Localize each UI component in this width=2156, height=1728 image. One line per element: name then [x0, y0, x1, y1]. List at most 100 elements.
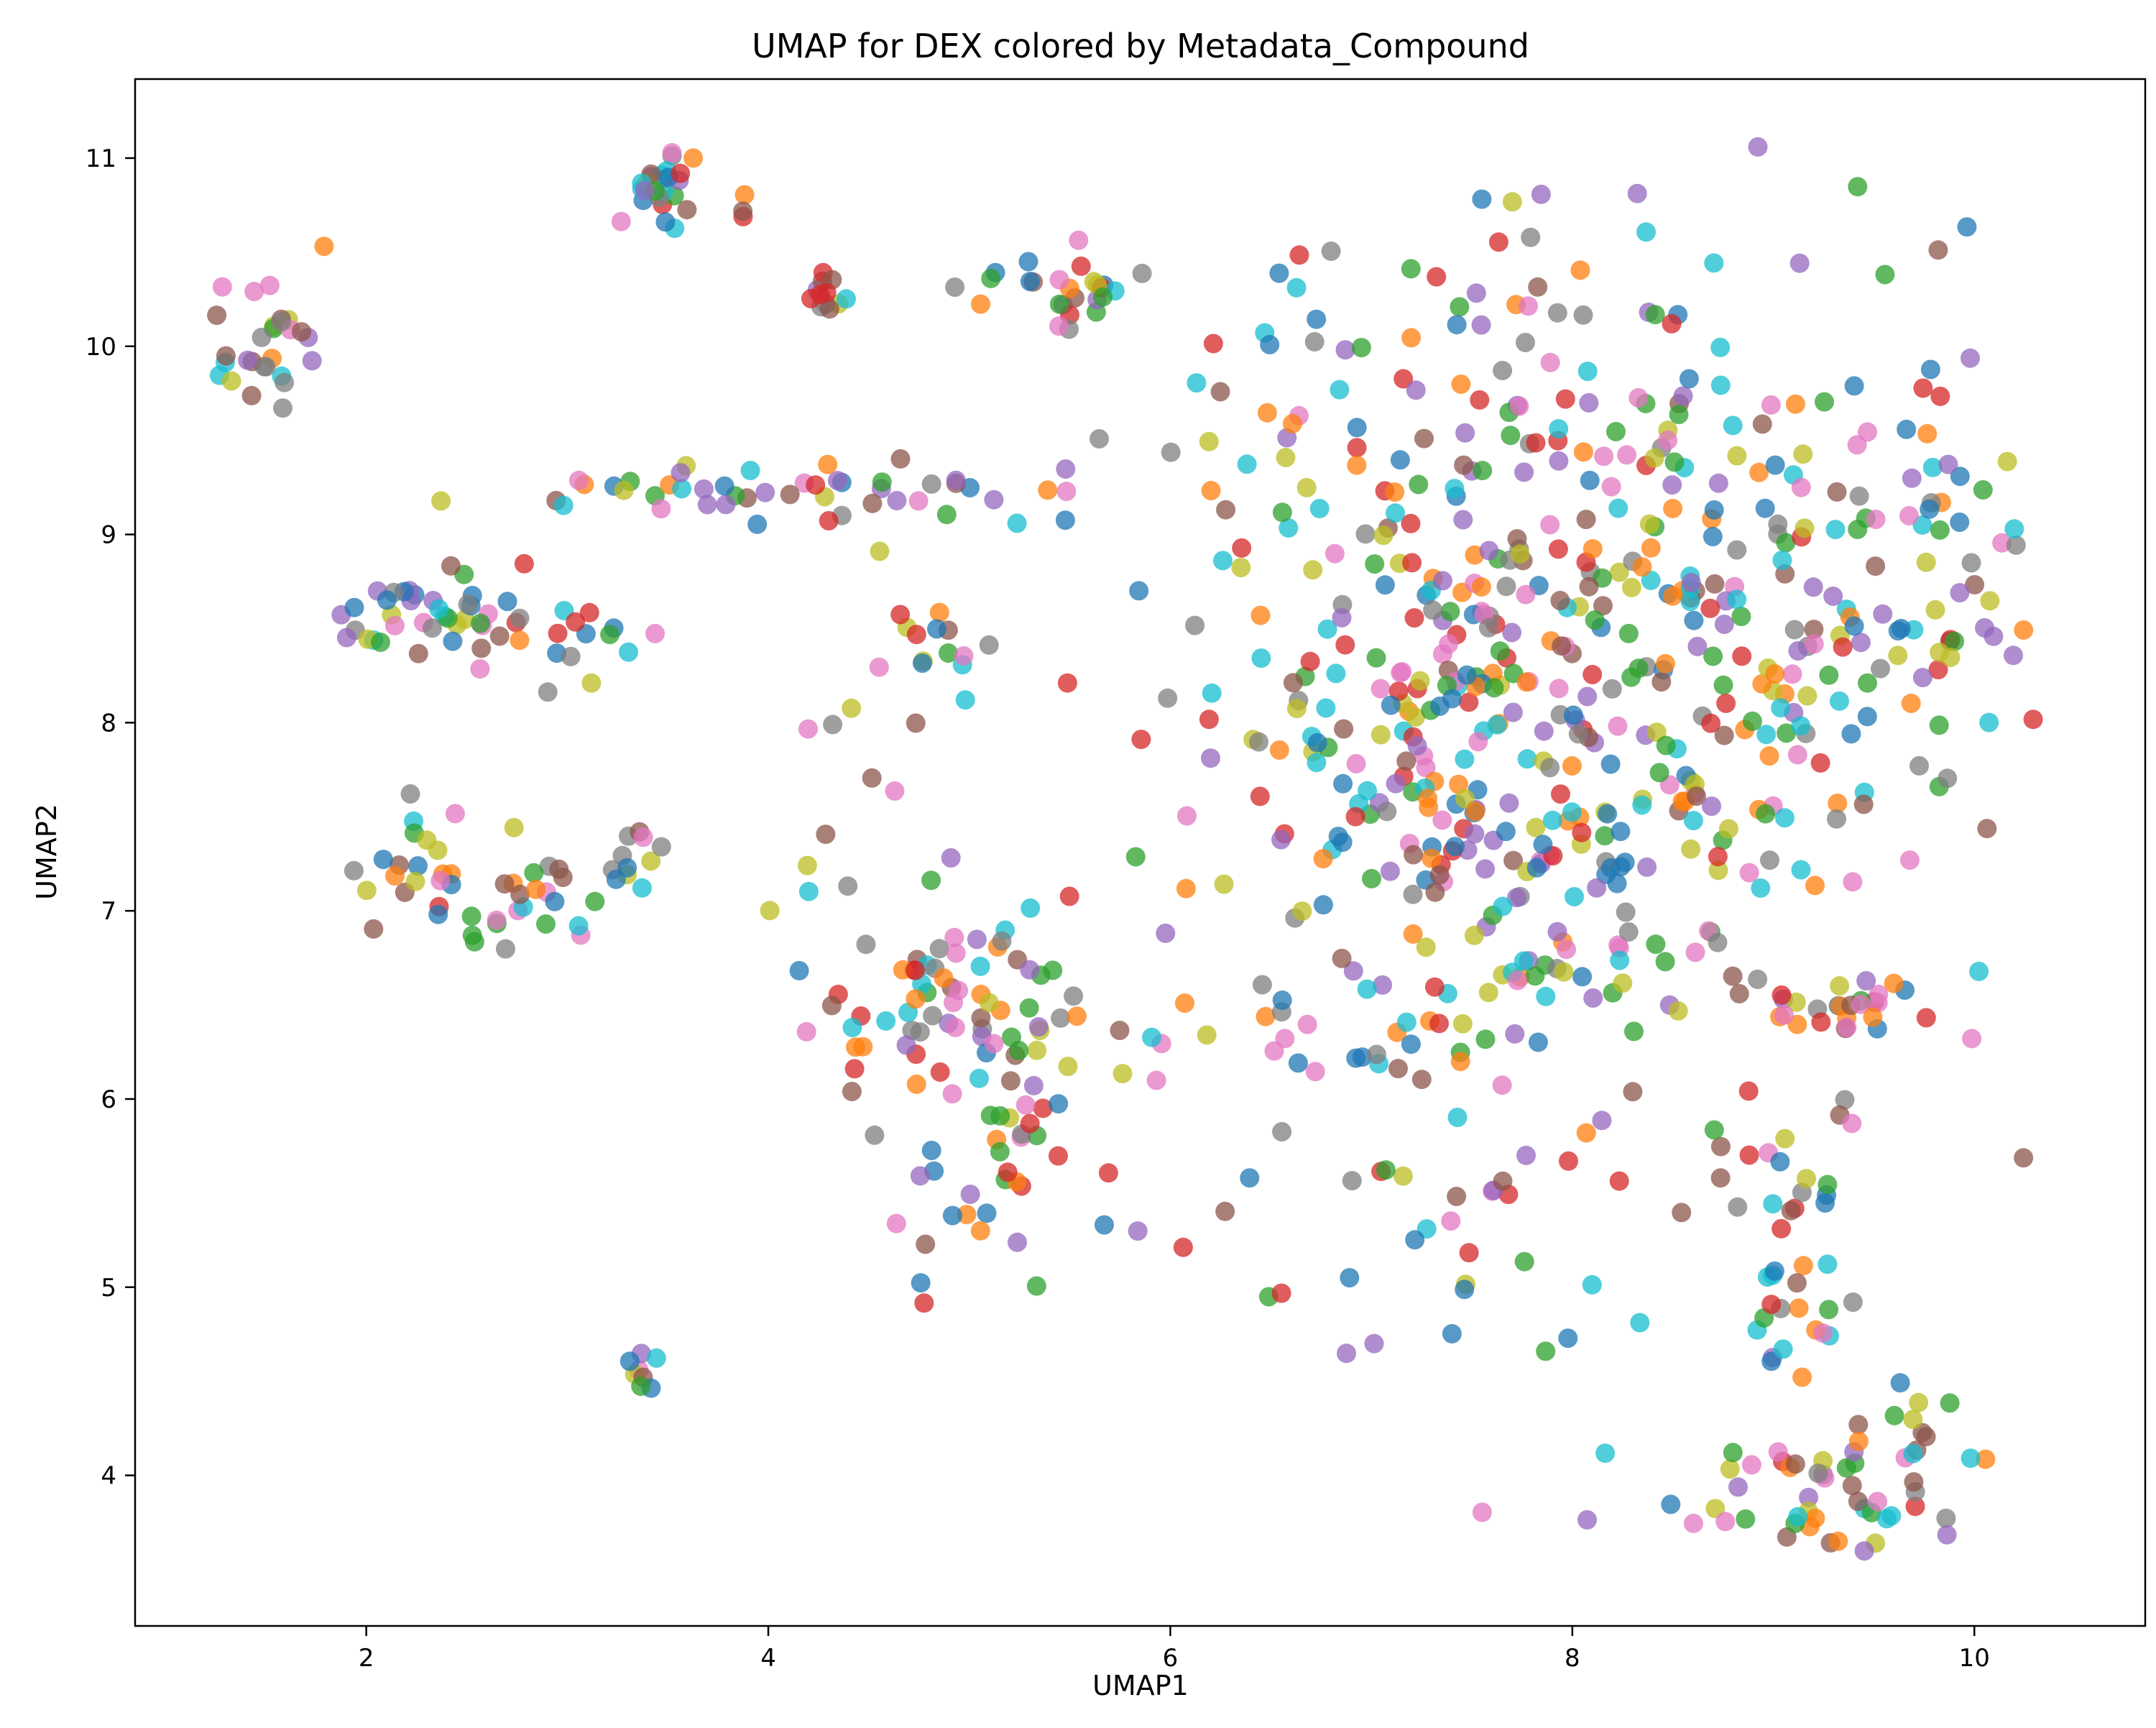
data-point — [1465, 801, 1485, 822]
data-point — [1128, 1221, 1148, 1241]
data-point — [1761, 395, 1781, 415]
data-point — [934, 968, 954, 988]
data-point — [553, 868, 573, 888]
data-point — [1526, 817, 1546, 837]
data-point — [1868, 1492, 1887, 1512]
data-point — [1760, 850, 1779, 870]
data-point — [1447, 315, 1467, 335]
data-point — [581, 673, 602, 693]
data-point — [1472, 1502, 1492, 1522]
data-point — [1260, 335, 1280, 354]
data-point — [1916, 1427, 1936, 1447]
data-point — [1335, 635, 1355, 655]
data-point — [1406, 380, 1426, 400]
data-point — [1516, 672, 1537, 692]
data-point — [921, 1141, 941, 1160]
data-point — [1351, 338, 1371, 358]
data-point — [671, 163, 691, 183]
data-point — [890, 449, 911, 469]
data-point — [1276, 448, 1296, 467]
data-point — [1572, 822, 1592, 842]
data-point — [946, 470, 966, 490]
data-point — [1833, 637, 1853, 657]
data-point — [1406, 707, 1425, 727]
data-point — [896, 1035, 916, 1055]
data-point — [1199, 431, 1219, 451]
data-point — [1916, 552, 1936, 572]
data-point — [1484, 678, 1504, 698]
data-point — [1884, 973, 1904, 993]
data-point — [1570, 260, 1590, 280]
data-point — [1375, 575, 1395, 595]
data-point — [1977, 819, 1997, 839]
data-point — [1526, 433, 1546, 453]
data-point — [1366, 648, 1386, 668]
data-point — [1795, 518, 1815, 538]
data-point — [1402, 553, 1422, 573]
data-point — [1098, 1163, 1118, 1183]
data-point — [1610, 950, 1630, 970]
data-point — [1973, 480, 1993, 500]
data-point — [1763, 1194, 1783, 1214]
data-point — [1552, 636, 1572, 656]
data-point — [1723, 1443, 1743, 1463]
data-point — [1303, 560, 1323, 580]
data-point — [1768, 514, 1788, 534]
data-point — [371, 633, 390, 652]
data-point — [1471, 577, 1491, 597]
data-point — [1507, 529, 1527, 549]
data-point — [1787, 1273, 1807, 1293]
data-point — [1710, 375, 1731, 395]
data-point — [1451, 374, 1471, 394]
data-point — [1533, 835, 1553, 855]
data-point — [1793, 1256, 1813, 1276]
data-point — [1866, 510, 1886, 529]
data-point — [1364, 1333, 1384, 1354]
data-point — [1827, 482, 1847, 502]
data-point — [1252, 975, 1272, 995]
data-point — [1555, 389, 1575, 409]
data-point — [1345, 806, 1365, 827]
data-point — [614, 480, 634, 500]
data-point — [1313, 849, 1333, 869]
data-point — [1774, 808, 1795, 828]
data-point — [1455, 789, 1475, 809]
data-point — [1279, 518, 1299, 538]
data-point — [1403, 924, 1423, 944]
data-point — [514, 553, 534, 574]
data-point — [1903, 1410, 1923, 1430]
data-point — [1027, 1040, 1047, 1060]
data-point — [1055, 510, 1075, 530]
data-point — [1201, 481, 1221, 500]
data-point — [1710, 1136, 1731, 1157]
data-point — [1493, 361, 1513, 380]
data-point — [489, 626, 510, 646]
data-point — [1851, 994, 1871, 1014]
data-point — [1346, 1048, 1366, 1068]
data-point — [1000, 1071, 1021, 1091]
data-point — [1854, 1541, 1874, 1561]
data-point — [1849, 486, 1869, 506]
data-point — [890, 605, 911, 625]
data-point — [954, 646, 974, 666]
data-point — [1049, 1146, 1068, 1166]
data-point — [1772, 550, 1792, 570]
data-point — [1445, 479, 1465, 499]
data-point — [1579, 392, 1599, 413]
data-point — [1774, 1005, 1794, 1025]
data-point — [1704, 500, 1724, 520]
data-point — [1755, 498, 1775, 518]
data-point — [930, 1062, 950, 1082]
data-point — [1938, 454, 1958, 474]
data-point — [1687, 636, 1708, 656]
data-point — [1269, 263, 1289, 283]
data-point — [1357, 979, 1377, 999]
data-point — [1548, 539, 1568, 559]
data-point — [1847, 435, 1867, 455]
data-point — [471, 613, 490, 633]
data-point — [1447, 1187, 1467, 1206]
data-point — [1811, 1012, 1831, 1032]
data-point — [1251, 648, 1271, 668]
data-point — [960, 1185, 980, 1204]
